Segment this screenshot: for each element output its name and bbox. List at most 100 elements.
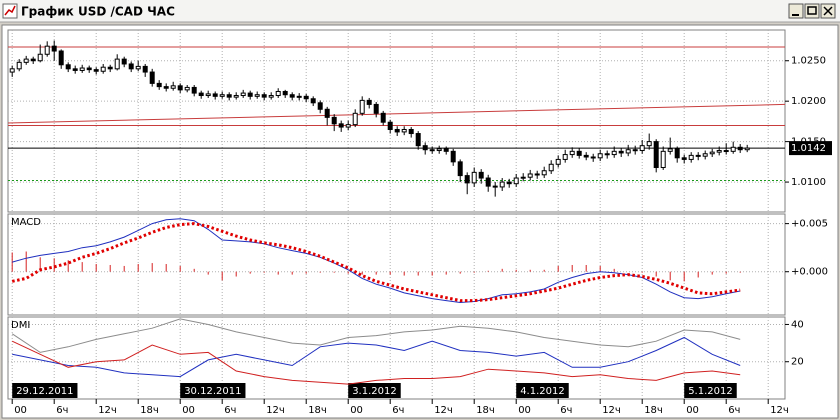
candle-body: [527, 173, 533, 178]
candle-body: [240, 92, 246, 97]
candle-body: [254, 94, 260, 97]
date-label: 30.12.2011: [184, 386, 241, 397]
candle-body: [492, 185, 498, 188]
series-line: [11, 340, 741, 385]
candle-body: [23, 58, 29, 63]
date-label: 5.1.2012: [688, 386, 733, 397]
candle-body: [429, 149, 435, 152]
close-button[interactable]: [820, 3, 836, 19]
candle-body: [485, 177, 491, 187]
candle-body: [233, 95, 239, 98]
candle-body: [520, 176, 526, 179]
candle-body: [30, 58, 36, 62]
candle-body: [702, 153, 708, 157]
candle-body: [422, 145, 428, 151]
candle-body: [135, 65, 141, 70]
candle-body: [212, 93, 218, 97]
candle-body: [310, 98, 316, 104]
candle-body: [268, 95, 274, 98]
candle-body: [205, 93, 211, 97]
candle-body: [44, 45, 50, 55]
candle-body: [380, 112, 386, 123]
candle-body: [499, 181, 505, 188]
candle-body: [331, 116, 337, 125]
candle-body: [86, 67, 92, 71]
candle-body: [219, 94, 225, 97]
candle-body: [9, 68, 15, 73]
candle-body: [632, 149, 638, 152]
candle-body: [289, 94, 295, 98]
x-tick-label: 6ч: [56, 405, 68, 416]
x-tick-label: 12ч: [602, 405, 621, 416]
candle-body: [534, 173, 540, 176]
candle-body: [58, 50, 64, 66]
panel-title: MACD: [11, 217, 41, 228]
candle-body: [128, 63, 134, 70]
last-price-box: [789, 141, 832, 156]
candle-body: [317, 102, 323, 110]
candle-body: [506, 181, 512, 185]
panel-title: DMI: [11, 320, 30, 331]
x-tick-label: 00: [14, 405, 27, 416]
x-tick-label: 18ч: [140, 405, 159, 416]
series-line: [11, 318, 741, 353]
series-line: [11, 222, 741, 303]
x-tick-label: 00: [686, 405, 699, 416]
candle-body: [618, 150, 624, 154]
candle-body: [51, 45, 57, 52]
date-label: 3.1.2012: [352, 386, 397, 397]
candle-body: [338, 123, 344, 128]
y-tick-label: 20: [791, 357, 804, 368]
candle-body: [464, 175, 470, 184]
candle-body: [177, 85, 183, 91]
candle-body: [625, 149, 631, 154]
x-tick-label: 6ч: [392, 405, 404, 416]
candle-body: [660, 150, 666, 169]
candle-body: [303, 95, 309, 100]
candle-body: [653, 141, 659, 169]
candle-body: [282, 90, 288, 96]
date-label: 4.1.2012: [520, 386, 565, 397]
candle-body: [373, 103, 379, 114]
date-label: 29.12.2011: [16, 386, 73, 397]
candle-body: [100, 66, 106, 72]
candle-body: [513, 177, 519, 185]
candle-body: [408, 128, 414, 135]
panel: [7, 213, 786, 316]
x-tick-label: 00: [350, 405, 363, 416]
candle-body: [275, 90, 281, 97]
x-tick-label: 00: [182, 405, 195, 416]
x-tick-label: 12ч: [434, 405, 453, 416]
candle-body: [639, 145, 645, 152]
candle-body: [457, 161, 463, 177]
candle-body: [366, 99, 372, 105]
candle-body: [709, 151, 715, 155]
restore-button[interactable]: [804, 3, 820, 19]
x-tick-label: 6ч: [560, 405, 572, 416]
candle-body: [387, 121, 393, 130]
x-tick-label: 00: [518, 405, 531, 416]
series-line: [12, 218, 741, 304]
y-tick-label: 1.0200: [791, 96, 826, 107]
candle-body: [681, 157, 687, 160]
candle-body: [149, 71, 155, 84]
candle-body: [16, 61, 22, 70]
last-price-label: 1.0142: [791, 143, 826, 154]
candle-body: [79, 67, 85, 71]
candle-body: [562, 154, 568, 160]
y-tick-label: +0.000: [791, 267, 828, 278]
candle-body: [72, 68, 78, 71]
minimize-button[interactable]: [788, 3, 804, 19]
candle-body: [261, 94, 267, 98]
candle-body: [471, 171, 477, 184]
candle-body: [37, 53, 43, 62]
candle-body: [590, 156, 596, 159]
candle-body: [611, 150, 617, 156]
candle-body: [401, 128, 407, 133]
candle-body: [436, 148, 442, 152]
candle-body: [583, 154, 589, 158]
x-tick-label: 18ч: [308, 405, 327, 416]
candle-body: [142, 65, 148, 73]
candle-body: [345, 124, 351, 128]
